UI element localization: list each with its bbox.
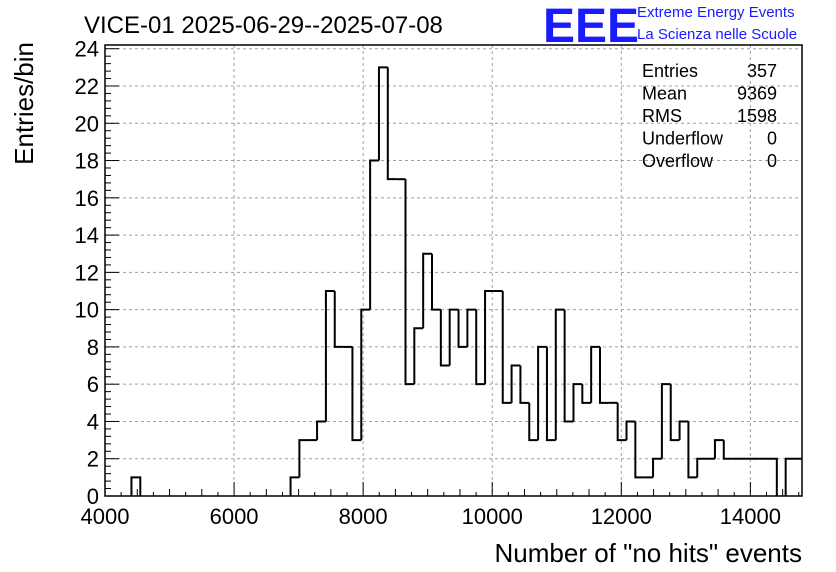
x-tick-label: 6000 bbox=[210, 504, 259, 529]
y-tick-label: 0 bbox=[87, 484, 99, 509]
y-tick-label: 18 bbox=[75, 149, 99, 174]
eee-logo: EEE Extreme Energy Events La Scienza nel… bbox=[543, 0, 797, 53]
x-axis-label: Number of "no hits" events bbox=[495, 538, 803, 568]
histogram-bin bbox=[324, 290, 335, 422]
histogram-bin bbox=[466, 308, 477, 347]
stats-box: Entries 357 Mean 9369 RMS 1598 Underflow 0 Overf… bbox=[642, 61, 777, 171]
histogram-bin bbox=[784, 457, 795, 496]
histogram-bin bbox=[528, 402, 539, 442]
y-tick-label: 8 bbox=[87, 335, 99, 360]
y-axis-label: Entries/bin bbox=[9, 42, 39, 165]
histogram-bin bbox=[448, 308, 459, 366]
y-tick-label: 24 bbox=[75, 37, 99, 62]
y-tick-label: 20 bbox=[75, 111, 99, 136]
histogram-bin bbox=[475, 309, 486, 386]
eee-logo-line1: Extreme Energy Events bbox=[637, 4, 795, 21]
histogram-bin bbox=[537, 345, 547, 441]
stat-value: 357 bbox=[747, 61, 777, 81]
histogram-bin bbox=[316, 420, 326, 441]
eee-logo-mark: EEE bbox=[543, 0, 639, 53]
histogram-bars bbox=[130, 66, 802, 496]
histogram-bin bbox=[386, 67, 397, 181]
histogram-bin bbox=[590, 345, 600, 403]
plot-frame bbox=[104, 44, 803, 497]
histogram-bin bbox=[510, 364, 521, 403]
histogram-bin bbox=[484, 290, 494, 385]
histogram-bin bbox=[598, 346, 609, 404]
histogram-bin bbox=[652, 457, 662, 478]
y-tick-label: 10 bbox=[75, 298, 99, 323]
y-tick-label: 12 bbox=[75, 260, 99, 285]
x-tick-label: 10000 bbox=[462, 504, 523, 529]
histogram-bin bbox=[457, 309, 468, 348]
histogram-bin bbox=[333, 291, 344, 348]
stat-label: Overflow bbox=[642, 151, 714, 171]
eee-logo-line2: La Scienza nelle Scuole bbox=[637, 26, 797, 43]
stat-value: 1598 bbox=[737, 106, 777, 126]
histogram-bin bbox=[722, 440, 733, 460]
histogram-bin bbox=[669, 384, 680, 442]
histogram-bin bbox=[404, 179, 415, 386]
histogram-bin bbox=[563, 309, 574, 423]
stat-value: 0 bbox=[767, 151, 777, 171]
histogram-bin bbox=[519, 365, 530, 404]
chart-title: VICE-01 2025-06-29--2025-07-08 bbox=[84, 12, 443, 39]
histogram-bin bbox=[431, 253, 441, 311]
histogram-bin bbox=[130, 476, 142, 496]
stat-label: Underflow bbox=[642, 129, 724, 149]
histogram-bin bbox=[298, 439, 309, 478]
histogram-bin bbox=[554, 308, 565, 441]
stat-label: Entries bbox=[642, 61, 698, 81]
histogram-bin bbox=[501, 291, 512, 404]
histogram-bin bbox=[377, 66, 388, 161]
histogram-bin bbox=[660, 383, 671, 459]
histogram-bin bbox=[687, 421, 698, 479]
x-tick-label: 14000 bbox=[720, 504, 781, 529]
histogram-bin bbox=[767, 457, 778, 496]
y-tick-label: 16 bbox=[75, 186, 99, 211]
stat-label: Mean bbox=[642, 84, 687, 104]
histogram-bin bbox=[625, 420, 636, 441]
grid-lines bbox=[105, 45, 802, 496]
histogram-bin bbox=[360, 308, 371, 441]
histogram-bin bbox=[289, 476, 300, 496]
histogram-bin bbox=[572, 383, 583, 422]
histogram-bin bbox=[369, 159, 379, 310]
y-tick-label: 22 bbox=[75, 74, 99, 99]
x-tick-label: 4000 bbox=[81, 504, 130, 529]
histogram-bin bbox=[581, 384, 592, 404]
x-tick-label: 12000 bbox=[591, 504, 652, 529]
histogram-bin bbox=[351, 346, 362, 442]
stat-value: 0 bbox=[767, 129, 777, 149]
x-axis-ticks: 4000 6000 8000 10000 12000 14000 bbox=[81, 482, 800, 529]
histogram-bin bbox=[545, 346, 556, 442]
histogram-bin bbox=[634, 421, 645, 479]
histogram-bin bbox=[678, 420, 689, 441]
histogram-bin bbox=[616, 402, 627, 442]
y-tick-label: 14 bbox=[75, 223, 99, 248]
histogram-bin bbox=[439, 309, 450, 367]
histogram-bin bbox=[422, 252, 433, 329]
stat-value: 9369 bbox=[737, 84, 777, 104]
y-tick-label: 4 bbox=[87, 409, 99, 434]
histogram-bin bbox=[413, 327, 424, 385]
x-tick-label: 8000 bbox=[339, 504, 388, 529]
histogram-bin bbox=[713, 439, 724, 459]
y-tick-label: 2 bbox=[87, 447, 99, 472]
y-tick-label: 6 bbox=[87, 372, 99, 397]
histogram-bin bbox=[696, 457, 707, 478]
stat-label: RMS bbox=[642, 106, 682, 126]
